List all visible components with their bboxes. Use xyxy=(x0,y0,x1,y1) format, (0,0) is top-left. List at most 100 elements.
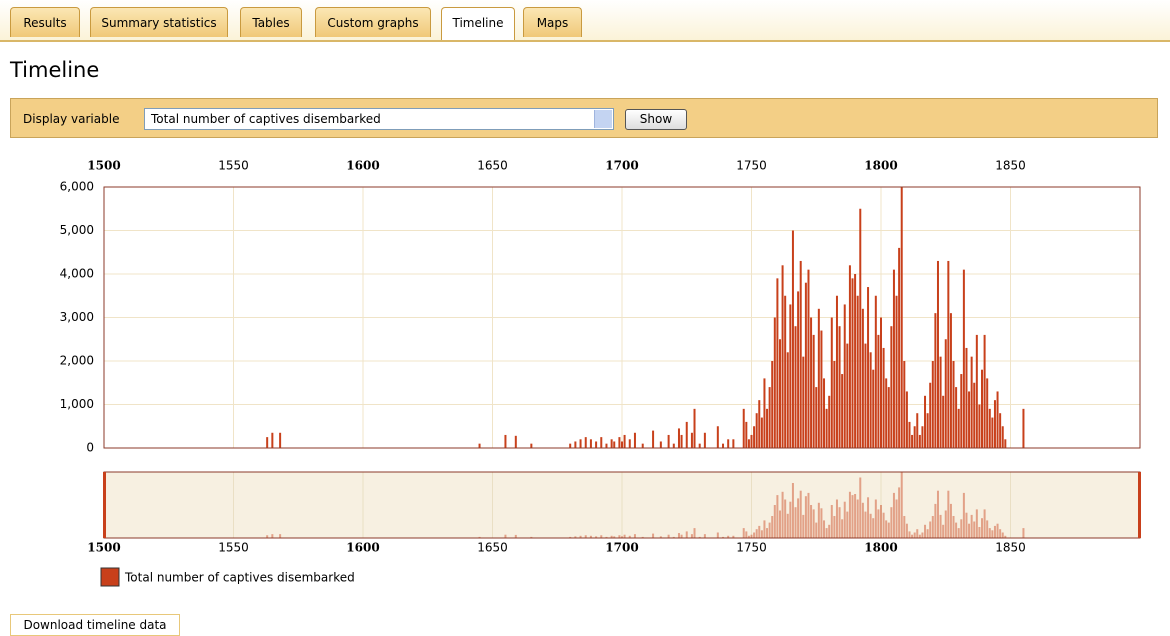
bar xyxy=(605,443,608,448)
overview-bar xyxy=(569,536,572,538)
bar xyxy=(610,439,613,448)
bar xyxy=(846,343,849,448)
show-button[interactable]: Show xyxy=(625,109,687,130)
overview-bar xyxy=(667,534,670,538)
bar xyxy=(861,308,864,448)
overview-x-tick-label: 1600 xyxy=(346,541,379,555)
bar xyxy=(569,443,572,448)
bar xyxy=(279,432,282,448)
bar xyxy=(786,352,789,448)
bar xyxy=(936,260,939,448)
overview-bar xyxy=(934,503,937,538)
bar xyxy=(600,437,603,448)
overview-bar xyxy=(835,499,838,538)
bar xyxy=(680,434,683,448)
bar xyxy=(949,313,952,448)
overview-bar xyxy=(641,536,644,538)
overview-x-tick-label: 1650 xyxy=(477,541,508,555)
overview-bar xyxy=(716,532,719,538)
tab[interactable]: Summary statistics xyxy=(90,7,228,37)
bar xyxy=(667,434,670,448)
tab[interactable]: Tables xyxy=(240,7,302,37)
overview-bar xyxy=(903,516,906,538)
overview-bar xyxy=(970,514,973,538)
selection-handle xyxy=(1138,472,1141,538)
overview-bar xyxy=(846,511,849,538)
bar xyxy=(652,430,655,448)
download-button[interactable]: Download timeline data xyxy=(10,614,180,636)
tab[interactable]: Timeline xyxy=(441,7,515,40)
overview-bar xyxy=(848,491,851,538)
bar xyxy=(812,334,815,448)
bar xyxy=(271,432,274,448)
overview-bar xyxy=(727,535,730,538)
overview-x-tick-label: 1550 xyxy=(218,541,249,555)
overview-bar xyxy=(633,534,636,538)
overview-bar xyxy=(768,522,771,538)
overview-bar xyxy=(911,534,914,538)
bar xyxy=(960,374,963,448)
plot-border xyxy=(103,186,1141,449)
control-bar: Display variable Total number of captive… xyxy=(10,98,1158,138)
bar xyxy=(745,421,748,448)
overview-bar xyxy=(890,507,893,538)
bar xyxy=(885,378,888,448)
x-tick-label: 1550 xyxy=(218,159,249,173)
bar xyxy=(685,421,688,448)
tab-bar: Results Summary statistics Tables Custom gr… xyxy=(0,0,1170,42)
overview-bar xyxy=(952,516,955,538)
dropdown-arrow xyxy=(594,110,612,128)
overview-bar xyxy=(584,535,587,538)
overview-bar xyxy=(929,521,932,538)
bar xyxy=(716,426,719,448)
bar xyxy=(628,439,631,448)
bar xyxy=(799,260,802,448)
bar xyxy=(841,374,844,448)
x-tick-label: 1750 xyxy=(736,159,767,173)
y-tick-label: 2,000 xyxy=(60,354,94,368)
tab[interactable]: Custom graphs xyxy=(315,7,431,37)
bar xyxy=(983,334,986,448)
overview-bar xyxy=(981,518,984,538)
bar xyxy=(869,352,872,448)
overview-bar xyxy=(838,507,841,538)
bar xyxy=(978,404,981,448)
overview-bar xyxy=(975,509,978,538)
overview-bar xyxy=(962,492,965,538)
bar xyxy=(778,339,781,448)
overview-bar xyxy=(939,514,942,538)
bar xyxy=(823,378,826,448)
overview-bar xyxy=(885,520,888,538)
y-tick-label: 6,000 xyxy=(60,180,94,194)
overview-bar xyxy=(758,525,761,538)
overview-bar xyxy=(851,495,854,538)
bar xyxy=(760,417,763,448)
overview-bar xyxy=(722,536,725,538)
bar xyxy=(514,435,517,448)
y-tick-label: 5,000 xyxy=(60,223,94,237)
overview-bar xyxy=(931,516,934,538)
bar xyxy=(898,247,901,448)
overview-bar xyxy=(986,520,989,538)
bar xyxy=(589,439,592,448)
overview-bar xyxy=(478,536,481,538)
select[interactable]: Total number of captives disembarked xyxy=(144,108,614,130)
legend-swatch xyxy=(100,567,120,587)
bar xyxy=(618,437,621,448)
overview-bar xyxy=(867,497,870,538)
tab[interactable]: Results xyxy=(10,7,80,37)
overview-bar xyxy=(753,532,756,538)
overview-bar xyxy=(895,499,898,538)
bar xyxy=(939,356,942,448)
overview-bar xyxy=(755,529,758,538)
overview-bar xyxy=(279,534,282,538)
y-tick-label: 1,000 xyxy=(60,397,94,411)
bar xyxy=(584,437,587,448)
bar xyxy=(973,382,976,448)
overview-bar xyxy=(843,501,846,538)
bar xyxy=(781,265,784,448)
tab[interactable]: Maps xyxy=(523,7,582,37)
overview-bar xyxy=(965,512,968,538)
bar xyxy=(924,395,927,448)
